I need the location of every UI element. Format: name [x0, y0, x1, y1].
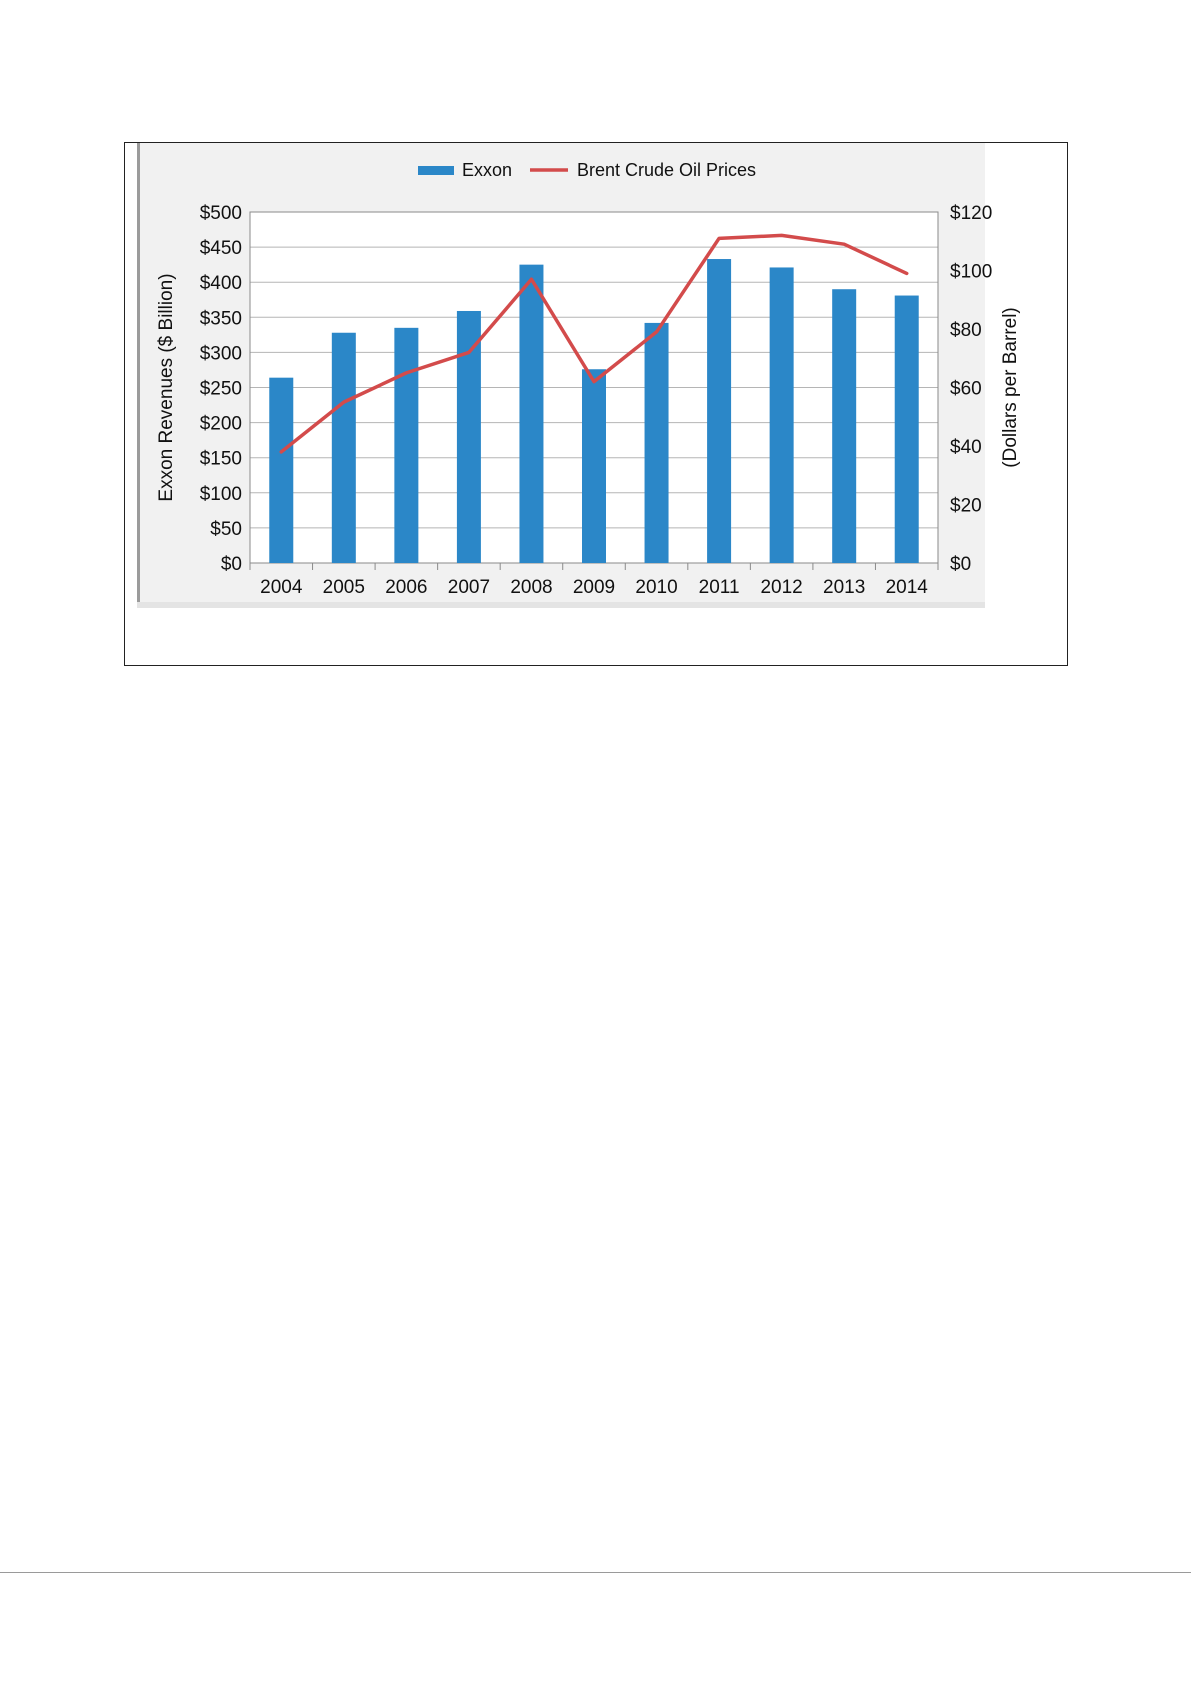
bar — [832, 289, 857, 563]
x-tick-label: 2014 — [886, 577, 929, 598]
y2-tick-label: $80 — [950, 320, 982, 341]
x-tick-label: 2009 — [573, 577, 615, 598]
y-tick-label: $200 — [200, 414, 242, 435]
bar — [269, 377, 294, 563]
y2-tick-label: $100 — [950, 262, 992, 283]
y-tick-label: $250 — [200, 379, 242, 400]
series-line — [279, 233, 909, 454]
bottom-strip — [0, 1676, 1191, 1685]
x-tick-label: 2005 — [323, 577, 365, 598]
legend-label-brent: Brent Crude Oil Prices — [577, 160, 756, 180]
bar — [769, 267, 794, 563]
bar — [894, 295, 919, 563]
chart: $0 $50 $100 $150 $200 $250 $300 $350 $400 $450 $50… — [137, 143, 1021, 608]
footer-divider — [0, 1572, 1191, 1573]
panel-bottom-strip — [137, 602, 985, 608]
y-tick-label: $0 — [221, 554, 242, 575]
x-tick-label: 2010 — [635, 577, 677, 598]
y-tick-label: $50 — [210, 519, 242, 540]
y-tick-label: $450 — [200, 238, 242, 259]
y-axis-title: Exxon Revenues ($ Billion) — [156, 273, 177, 501]
y-tick-label: $100 — [200, 484, 242, 505]
legend-label-exxon: Exxon — [462, 160, 512, 180]
panel-left-edge — [137, 143, 140, 608]
x-tick-label: 2012 — [760, 577, 802, 598]
y-tick-label: $500 — [200, 203, 242, 224]
y2-tick-label: $0 — [950, 554, 971, 575]
y-tick-label: $150 — [200, 449, 242, 470]
x-tick-label: 2007 — [448, 577, 490, 598]
y2-tick-label: $60 — [950, 379, 982, 400]
legend-swatch-exxon — [418, 166, 454, 175]
y2-tick-label: $120 — [950, 203, 992, 224]
bar — [519, 264, 544, 563]
x-tick-label: 2013 — [823, 577, 865, 598]
bar — [394, 327, 419, 563]
x-tick-label: 2006 — [385, 577, 427, 598]
bar — [456, 310, 481, 563]
y-tick-label: $400 — [200, 273, 242, 294]
bar — [644, 322, 669, 563]
y2-axis-title: (Dollars per Barrel) — [1000, 307, 1021, 467]
bar — [707, 259, 732, 563]
chart-frame: $0 $50 $100 $150 $200 $250 $300 $350 $400 $450 $50… — [124, 142, 1068, 666]
x-tick-label: 2008 — [510, 577, 552, 598]
y-tick-label: $350 — [200, 308, 242, 329]
x-tick-label: 2004 — [260, 577, 303, 598]
bar — [331, 332, 356, 563]
y2-tick-label: $20 — [950, 496, 982, 517]
y-tick-label: $300 — [200, 343, 242, 364]
y2-tick-label: $40 — [950, 437, 982, 458]
bar — [582, 369, 606, 563]
x-tick-label: 2011 — [699, 577, 740, 598]
